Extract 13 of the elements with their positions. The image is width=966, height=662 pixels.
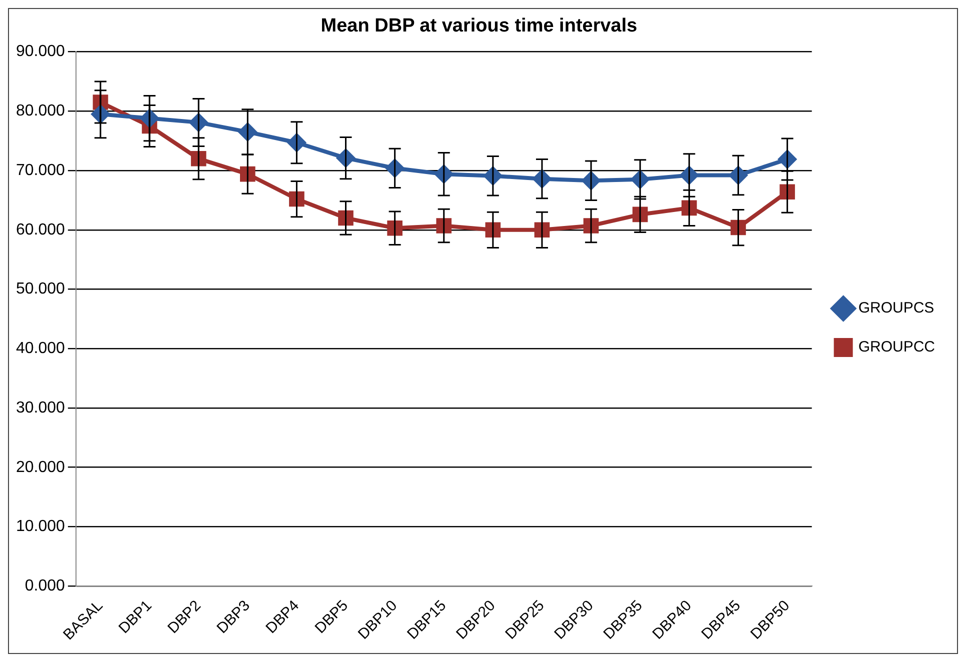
legend-label: GROUPCS: [858, 300, 934, 317]
y-tick-label: 90.000: [16, 43, 66, 60]
chart-title: Mean DBP at various time intervals: [320, 16, 638, 37]
y-tick-label: 60.000: [16, 221, 66, 238]
y-tick-label: 30.000: [16, 399, 66, 416]
y-tick-label: 0.000: [24, 577, 66, 594]
y-tick-label: 20.000: [16, 458, 66, 476]
y-tick-label: 40.000: [16, 340, 66, 358]
legend-label: GROUPCC: [858, 338, 936, 356]
y-tick-label: 70.000: [16, 162, 66, 179]
y-tick-label: 10.000: [16, 518, 66, 536]
y-tick-label: 80.000: [16, 102, 66, 120]
y-tick-label: 50.000: [16, 280, 66, 298]
